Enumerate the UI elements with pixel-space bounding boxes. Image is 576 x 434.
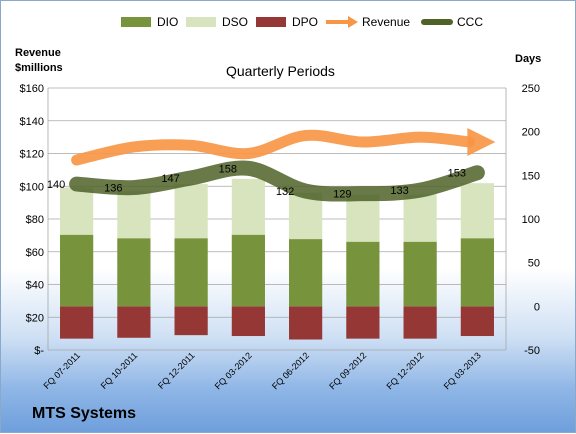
bar-dio xyxy=(117,238,151,307)
bar-dio xyxy=(346,241,380,307)
ccc-data-label: 147 xyxy=(161,173,179,185)
bar-dio xyxy=(231,234,265,307)
left-tick-label: $40 xyxy=(26,280,44,292)
bar-dio xyxy=(174,238,208,307)
left-tick-label: $140 xyxy=(20,116,44,128)
revenue-line xyxy=(71,129,475,166)
bar-dpo xyxy=(346,306,380,339)
bar-dso xyxy=(289,192,323,240)
legend-label-dio: DIO xyxy=(157,15,179,29)
bar-dpo xyxy=(117,306,151,338)
x-tick-label: FQ 12-2011 xyxy=(156,350,197,391)
right-tick-label: 250 xyxy=(522,83,540,95)
right-axis-title: Days xyxy=(515,53,542,65)
right-tick-label: 100 xyxy=(522,214,540,226)
legend-label-revenue: Revenue xyxy=(362,15,411,29)
bar-dpo xyxy=(460,306,494,337)
bar-dio xyxy=(403,241,437,307)
bar-dso xyxy=(403,194,437,242)
ccc-line xyxy=(69,160,485,202)
x-tick-label: FQ 03-2013 xyxy=(442,350,483,391)
right-tick-label: 50 xyxy=(528,258,540,270)
left-axis-title: Revenue $millions xyxy=(15,46,63,76)
right-tick-label: -50 xyxy=(524,345,540,357)
right-tick-label: 200 xyxy=(522,127,540,139)
chart-title: Quarterly Periods xyxy=(226,63,335,79)
left-tick-label: $60 xyxy=(26,247,44,259)
company-name: MTS Systems xyxy=(32,405,137,422)
ccc-data-label: 158 xyxy=(219,163,237,175)
bar-dso xyxy=(174,184,208,239)
bar-dpo xyxy=(174,306,208,336)
bar-dso xyxy=(231,178,265,235)
left-axis-title-line2: $millions xyxy=(15,62,63,74)
bar-dio xyxy=(460,238,494,307)
x-tick-label: FQ 09-2012 xyxy=(327,350,368,391)
legend-swatch-dio xyxy=(121,17,151,27)
left-axis-title-line1: Revenue xyxy=(15,47,61,59)
ccc-data-label: 153 xyxy=(448,168,466,180)
ccc-data-label: 129 xyxy=(333,189,351,201)
left-tick-label: $20 xyxy=(26,312,44,324)
x-tick-label: FQ 10-2011 xyxy=(99,350,140,391)
bar-dio xyxy=(60,234,94,307)
legend-swatch-dso xyxy=(186,17,216,27)
bars xyxy=(60,178,494,340)
right-tick-label: 0 xyxy=(534,301,540,313)
bar-dpo xyxy=(231,306,265,337)
left-tick-label: $- xyxy=(34,345,44,357)
left-tick-label: $80 xyxy=(26,214,44,226)
ccc-data-label: 132 xyxy=(276,186,294,198)
ccc-data-label: 136 xyxy=(104,183,122,195)
ccc-series xyxy=(69,160,485,202)
legend-label-ccc: CCC xyxy=(457,15,483,29)
legend-swatch-revenue xyxy=(326,16,358,28)
legend-swatch-dpo xyxy=(256,17,286,27)
bar-dso xyxy=(346,194,380,242)
ccc-data-label: 133 xyxy=(390,185,408,197)
legend-swatch-ccc xyxy=(421,19,453,25)
ccc-data-labels: 140 136 147 158 132 129 133 153 xyxy=(47,163,466,200)
x-tick-label: FQ 12-2012 xyxy=(385,350,426,391)
legend-label-dso: DSO xyxy=(222,15,249,29)
x-tick-label: FQ 06-2012 xyxy=(270,350,311,391)
bar-dio xyxy=(289,239,323,307)
revenue-series xyxy=(71,128,496,166)
bar-dpo xyxy=(60,306,94,339)
chart-legend: DIO DSO DPO Revenue CCC xyxy=(1,13,576,33)
legend-label-dpo: DPO xyxy=(292,15,319,29)
x-tick-label: FQ 03-2012 xyxy=(213,350,254,391)
left-tick-label: $160 xyxy=(20,83,44,95)
bar-dso xyxy=(60,187,94,235)
bar-dpo xyxy=(403,306,437,339)
revenue-arrowhead xyxy=(467,128,496,157)
ccc-data-label: 140 xyxy=(47,179,65,191)
left-tick-label: $120 xyxy=(20,149,44,161)
bar-dso xyxy=(460,183,494,239)
left-tick-label: $100 xyxy=(20,181,44,193)
bar-dso xyxy=(117,191,151,239)
bar-dpo xyxy=(289,306,323,340)
x-tick-label: FQ 07-2011 xyxy=(41,350,82,391)
right-tick-label: 150 xyxy=(522,170,540,182)
